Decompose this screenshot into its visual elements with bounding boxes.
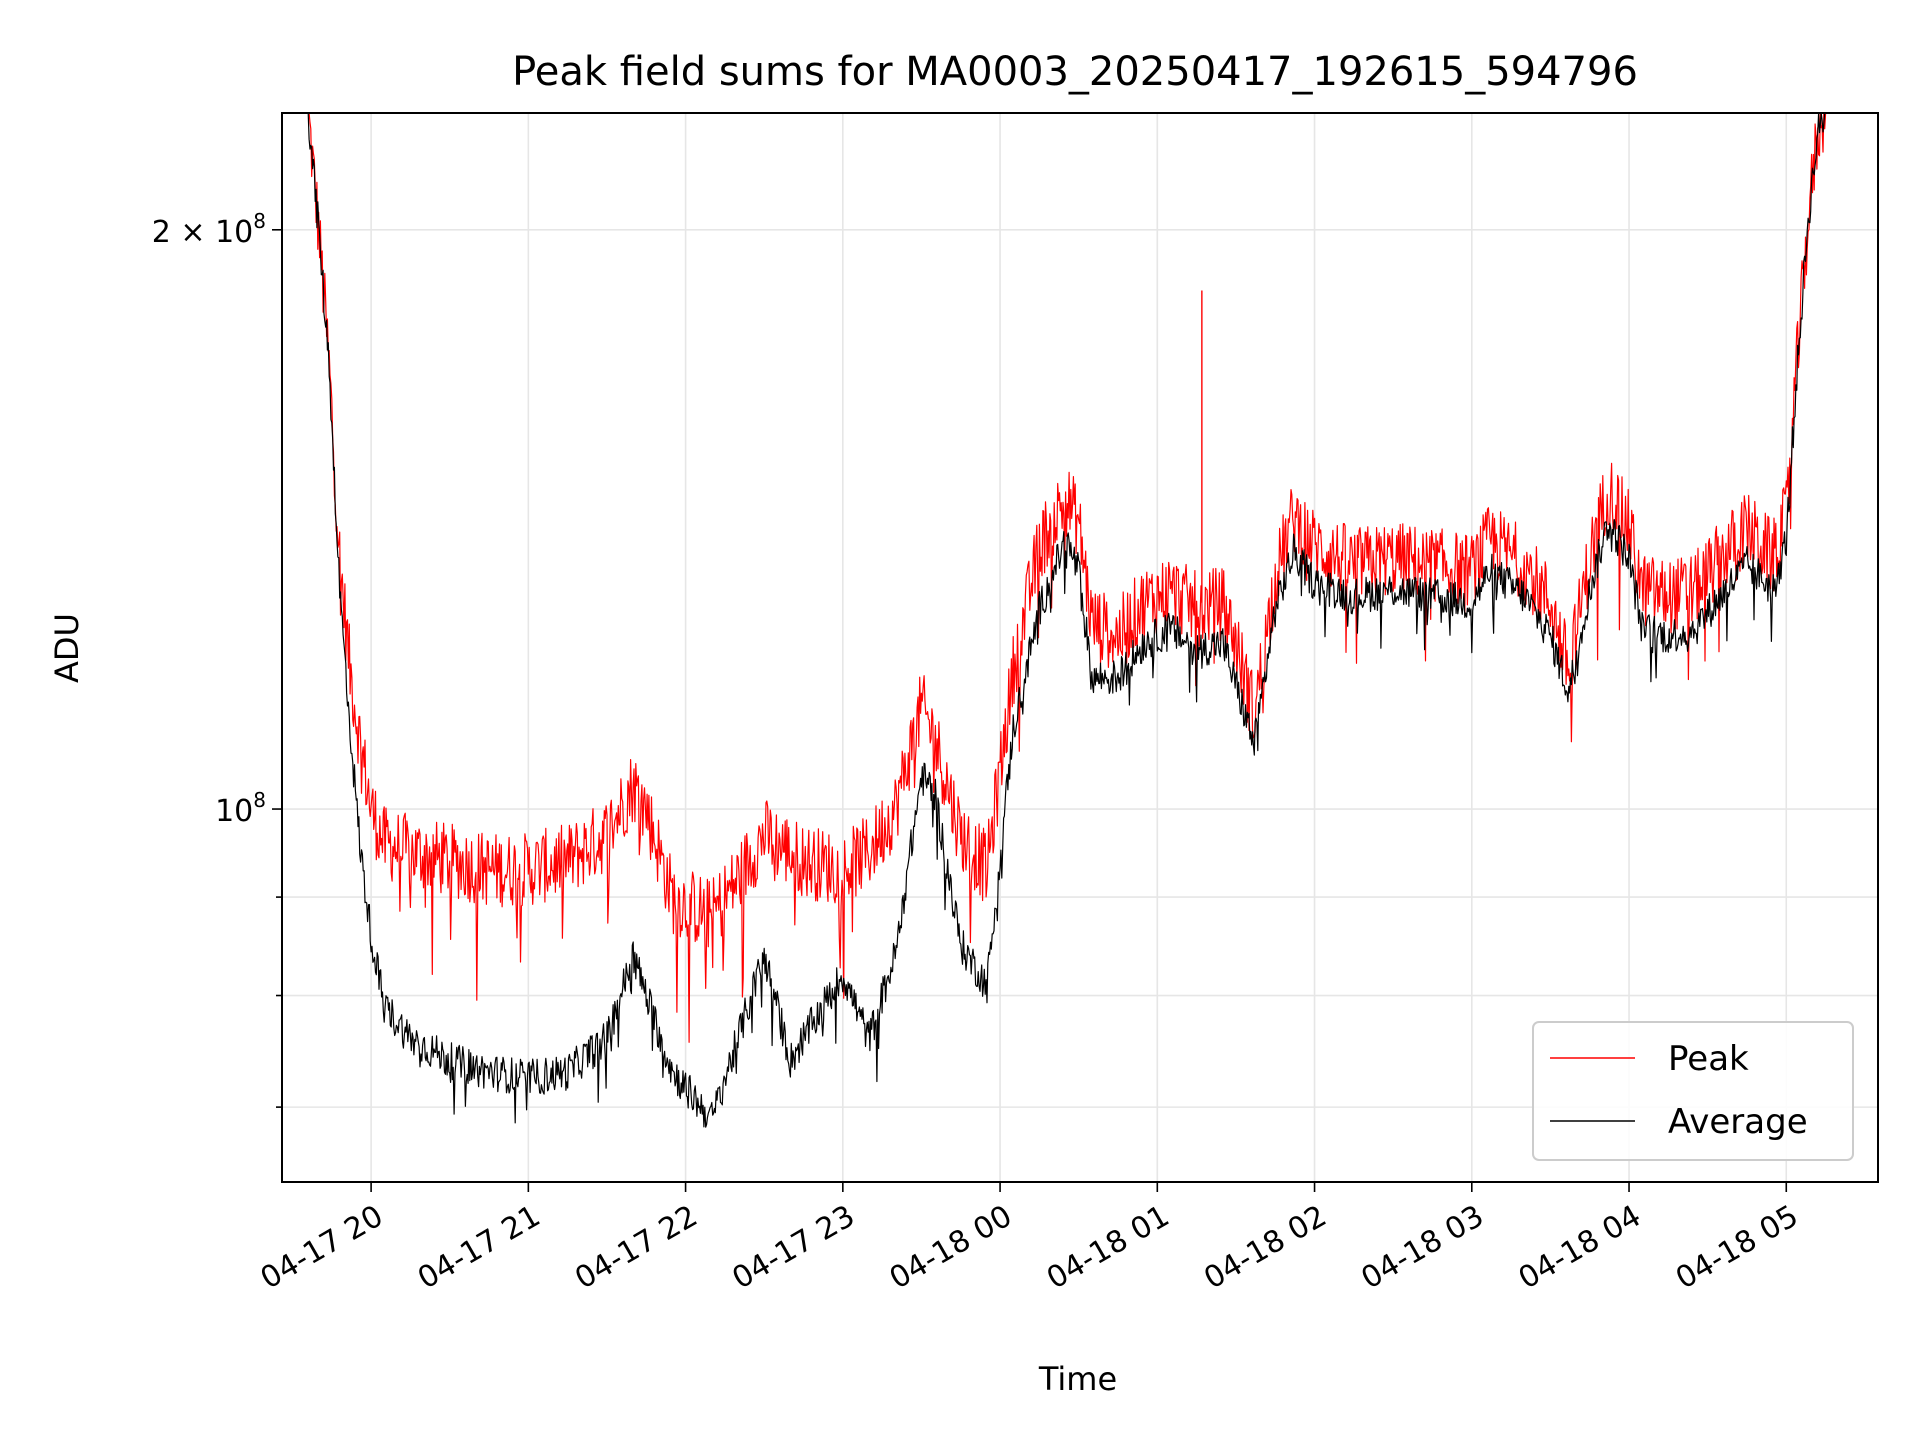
x-tick-label: 04-17 22 — [569, 1199, 703, 1297]
x-tick-label: 04-18 05 — [1670, 1199, 1804, 1297]
y-tick-label: 2 × 108 — [152, 209, 266, 250]
x-tick-label: 04-17 21 — [412, 1199, 546, 1297]
x-tick-label: 04-17 23 — [727, 1199, 861, 1297]
y-axis-label: ADU — [48, 613, 86, 683]
y-tick-label: 108 — [215, 788, 266, 829]
x-tick-label: 04-18 00 — [884, 1199, 1018, 1297]
series-line-average — [282, 113, 1878, 1128]
x-tick-label: 04-18 03 — [1355, 1199, 1489, 1297]
plot-frame — [281, 112, 1879, 1183]
legend: Peak Average — [1532, 1021, 1854, 1161]
x-tick-label: 04-18 04 — [1513, 1199, 1647, 1297]
x-axis-label: Time — [1038, 1360, 1117, 1398]
chart-title: Peak field sums for MA0003_20250417_1926… — [512, 49, 1638, 95]
legend-label-average: Average — [1668, 1102, 1808, 1142]
x-tick-label: 04-18 01 — [1041, 1199, 1175, 1297]
series-lines — [282, 113, 1878, 1128]
legend-box — [1532, 1021, 1854, 1161]
x-tick-label: 04-17 20 — [255, 1199, 389, 1297]
series-line-peak — [282, 113, 1878, 1043]
x-tick-label: 04-18 02 — [1198, 1199, 1332, 1297]
legend-label-peak: Peak — [1668, 1039, 1749, 1079]
